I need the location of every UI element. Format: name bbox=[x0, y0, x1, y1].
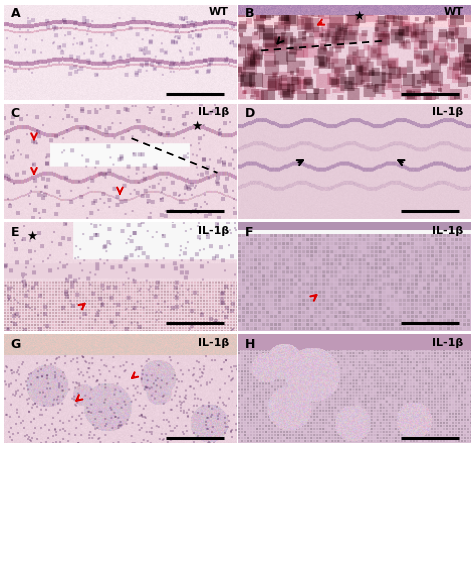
Text: B: B bbox=[245, 7, 255, 20]
Text: D: D bbox=[245, 107, 255, 120]
Text: IL-1β: IL-1β bbox=[198, 107, 229, 117]
Text: ★: ★ bbox=[353, 10, 365, 23]
Text: IL-1β: IL-1β bbox=[198, 338, 229, 348]
Text: IL-1β: IL-1β bbox=[432, 107, 463, 117]
Text: WT: WT bbox=[443, 7, 463, 17]
Text: IL-1β: IL-1β bbox=[198, 226, 229, 236]
Text: H: H bbox=[245, 338, 255, 351]
Text: ★: ★ bbox=[191, 120, 202, 133]
Text: G: G bbox=[11, 338, 21, 351]
Text: WT: WT bbox=[209, 7, 229, 17]
Text: C: C bbox=[11, 107, 20, 120]
Text: E: E bbox=[11, 226, 19, 239]
Text: ★: ★ bbox=[26, 230, 37, 243]
Text: A: A bbox=[11, 7, 20, 20]
Text: IL-1β: IL-1β bbox=[432, 226, 463, 236]
Text: F: F bbox=[245, 226, 254, 239]
Text: IL-1β: IL-1β bbox=[432, 338, 463, 348]
